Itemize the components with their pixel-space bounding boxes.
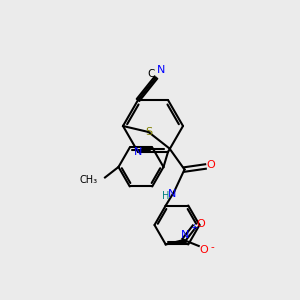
Text: O: O bbox=[200, 244, 208, 255]
Text: C: C bbox=[148, 69, 155, 79]
Text: N: N bbox=[181, 230, 189, 240]
Text: CH₃: CH₃ bbox=[80, 175, 98, 185]
Text: O: O bbox=[206, 160, 215, 170]
Text: N: N bbox=[134, 147, 142, 157]
Text: S: S bbox=[145, 127, 152, 137]
Text: -: - bbox=[210, 242, 214, 253]
Text: N: N bbox=[157, 65, 165, 75]
Text: +: + bbox=[190, 224, 197, 232]
Text: N: N bbox=[168, 189, 177, 200]
Text: H: H bbox=[162, 190, 169, 201]
Text: O: O bbox=[196, 219, 205, 229]
